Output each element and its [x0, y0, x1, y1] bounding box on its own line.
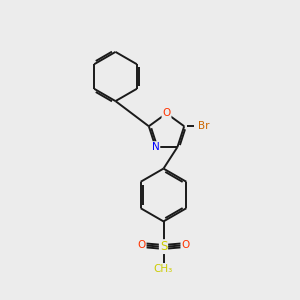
Text: S: S: [160, 240, 167, 253]
Text: O: O: [162, 108, 171, 118]
Text: Br: Br: [198, 121, 209, 131]
Text: O: O: [137, 240, 146, 250]
Text: O: O: [181, 240, 190, 250]
Text: CH₃: CH₃: [154, 263, 173, 274]
Text: N: N: [152, 142, 159, 152]
